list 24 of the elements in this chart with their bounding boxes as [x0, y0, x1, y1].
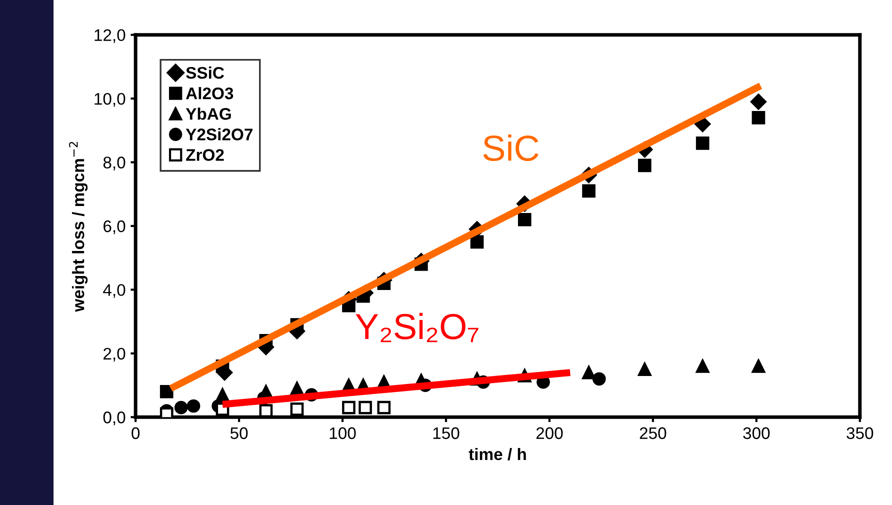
x-tick-label: 50 [230, 427, 248, 440]
legend-label: YbAG [186, 108, 231, 120]
legend-label: Y2Si2O7 [186, 128, 252, 140]
x-tick-label: 0 [132, 427, 140, 440]
legend-label: Al2O3 [186, 87, 234, 100]
x-tick-label: 150 [433, 427, 460, 440]
x-tick-label: 350 [846, 427, 874, 440]
y-tick-label: 10,0 [94, 92, 126, 107]
x-tick-label: 300 [743, 427, 770, 440]
y-axis-title: weight loss / mgcm$^{−2}$ [69, 142, 88, 312]
y-tick-label: 6,0 [104, 220, 126, 234]
x-tick-label: 200 [536, 427, 563, 440]
y-tick-label: 8,0 [103, 156, 126, 170]
x-axis-title: time / h [468, 448, 526, 460]
series-label: SiC [483, 134, 538, 162]
series-label: Y₂Si₂O₇ [356, 312, 478, 342]
x-tick-label: 100 [330, 427, 356, 440]
y-tick-label: 2,0 [104, 348, 126, 362]
y-tick-label: 0,0 [103, 412, 126, 426]
y-tick-label: 4,0 [103, 284, 126, 298]
legend-label: SSiC [186, 66, 224, 79]
y-tick-label: 12,0 [94, 29, 126, 44]
legend-label: ZrO2 [186, 149, 224, 161]
x-tick-label: 250 [640, 427, 666, 440]
